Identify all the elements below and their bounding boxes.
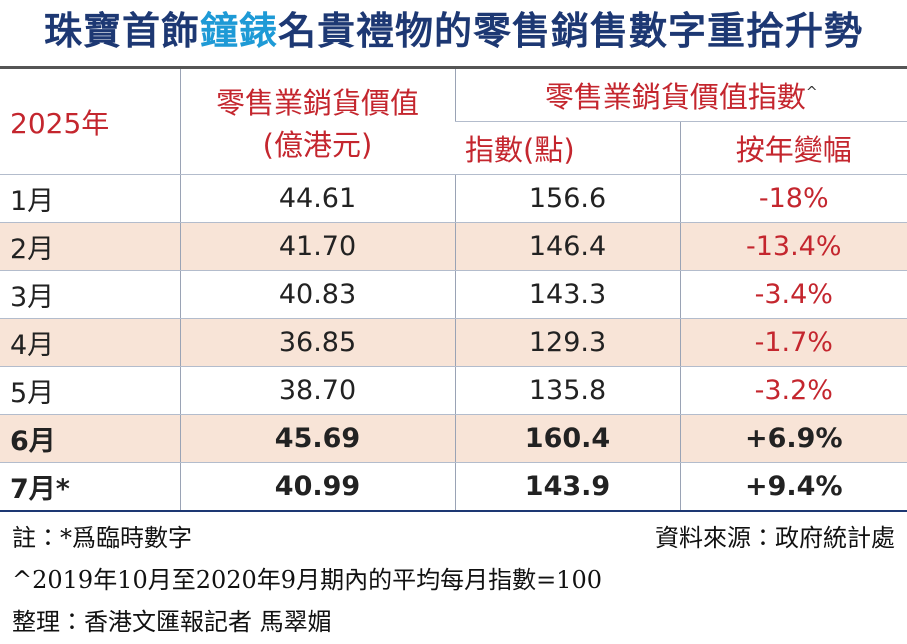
change-cell: -1.7% (679, 318, 907, 367)
index-cell: 143.9 (454, 462, 680, 512)
editor: 整理：香港文匯報記者 馬翠媚 (12, 608, 332, 636)
month-cell: 1月 (0, 174, 180, 223)
change-cell: -3.4% (679, 270, 907, 319)
head-row: 2025年 零售業銷貨價值 (億港元) 零售業銷貨價值指數^ (0, 66, 907, 175)
table-row: 6月 45.69 160.4 +6.9% (0, 414, 907, 463)
change-header: 按年變幅 (679, 121, 907, 175)
change-cell: -18% (679, 174, 907, 223)
data-table: 2025年 零售業銷貨價值 (億港元) 零售業銷貨價值指數^ 指數(點) 按年變幅… (0, 66, 907, 512)
value-cell: 40.99 (179, 462, 455, 512)
value-cell: 40.83 (179, 270, 455, 319)
value-cell: 38.70 (179, 366, 455, 415)
value-cell: 41.70 (179, 222, 455, 271)
month-cell: 2月 (0, 222, 180, 271)
month-cell: 3月 (0, 270, 180, 319)
value-cell: 36.85 (179, 318, 455, 367)
table-row: 2月 41.70 146.4 -13.4% (0, 222, 907, 271)
change-cell: -3.2% (679, 366, 907, 415)
index-group-header: 零售業銷貨價值指數^ (454, 66, 907, 122)
month-cell: 7月* (0, 462, 180, 512)
head-row: 指數(點) 按年變幅 (0, 121, 907, 175)
index-group-text: 零售業銷貨價值指數 (544, 80, 806, 114)
index-sup: ^ (805, 84, 818, 101)
change-cell: -13.4% (679, 222, 907, 271)
month-cell: 5月 (0, 366, 180, 415)
index-note: ^2019年10月至2020年9月期內的平均每月指數=100 (12, 566, 602, 594)
value-cell: 45.69 (179, 414, 455, 463)
index-cell: 146.4 (454, 222, 680, 271)
change-cell: +6.9% (679, 414, 907, 463)
table-head: 2025年 零售業銷貨價值 (億港元) 零售業銷貨價值指數^ 指數(點) 按年變幅 (0, 66, 907, 175)
month-cell: 4月 (0, 318, 180, 367)
source: 資料來源：政府統計處 (655, 524, 895, 552)
table-row: 4月 36.85 129.3 -1.7% (0, 318, 907, 367)
table-row: 7月* 40.99 143.9 +9.4% (0, 462, 907, 512)
value-header-line: (億港元) (262, 127, 373, 162)
index-cell: 135.8 (454, 366, 680, 415)
table-row: 5月 38.70 135.8 -3.2% (0, 366, 907, 415)
year-header: 2025年 (0, 66, 180, 175)
title-part: 名貴禮物的零售銷售數字重拾升勢 (278, 9, 864, 53)
index-cell: 143.3 (454, 270, 680, 319)
value-header-line: 零售業銷貨價值 (215, 85, 419, 120)
title: 珠寶首飾鐘錶名貴禮物的零售銷售數字重拾升勢 (0, 0, 907, 62)
index-header: 指數(點) (455, 121, 680, 175)
index-cell: 156.6 (454, 174, 680, 223)
title-highlight: 鐘錶 (199, 9, 278, 53)
table-row: 3月 40.83 143.3 -3.4% (0, 270, 907, 319)
month-cell: 6月 (0, 414, 180, 463)
table-body: 1月 44.61 156.6 -18% 2月 41.70 146.4 -13.4% 3月 40.8… (0, 174, 907, 512)
value-cell: 44.61 (179, 174, 455, 223)
table-row: 1月 44.61 156.6 -18% (0, 174, 907, 223)
index-cell: 160.4 (454, 414, 680, 463)
value-header: 零售業銷貨價值 (億港元) (179, 66, 455, 175)
note: 註：*爲臨時數字 (12, 524, 192, 552)
change-cell: +9.4% (679, 462, 907, 512)
index-cell: 129.3 (454, 318, 680, 367)
title-part: 珠寶首飾 (43, 9, 200, 53)
